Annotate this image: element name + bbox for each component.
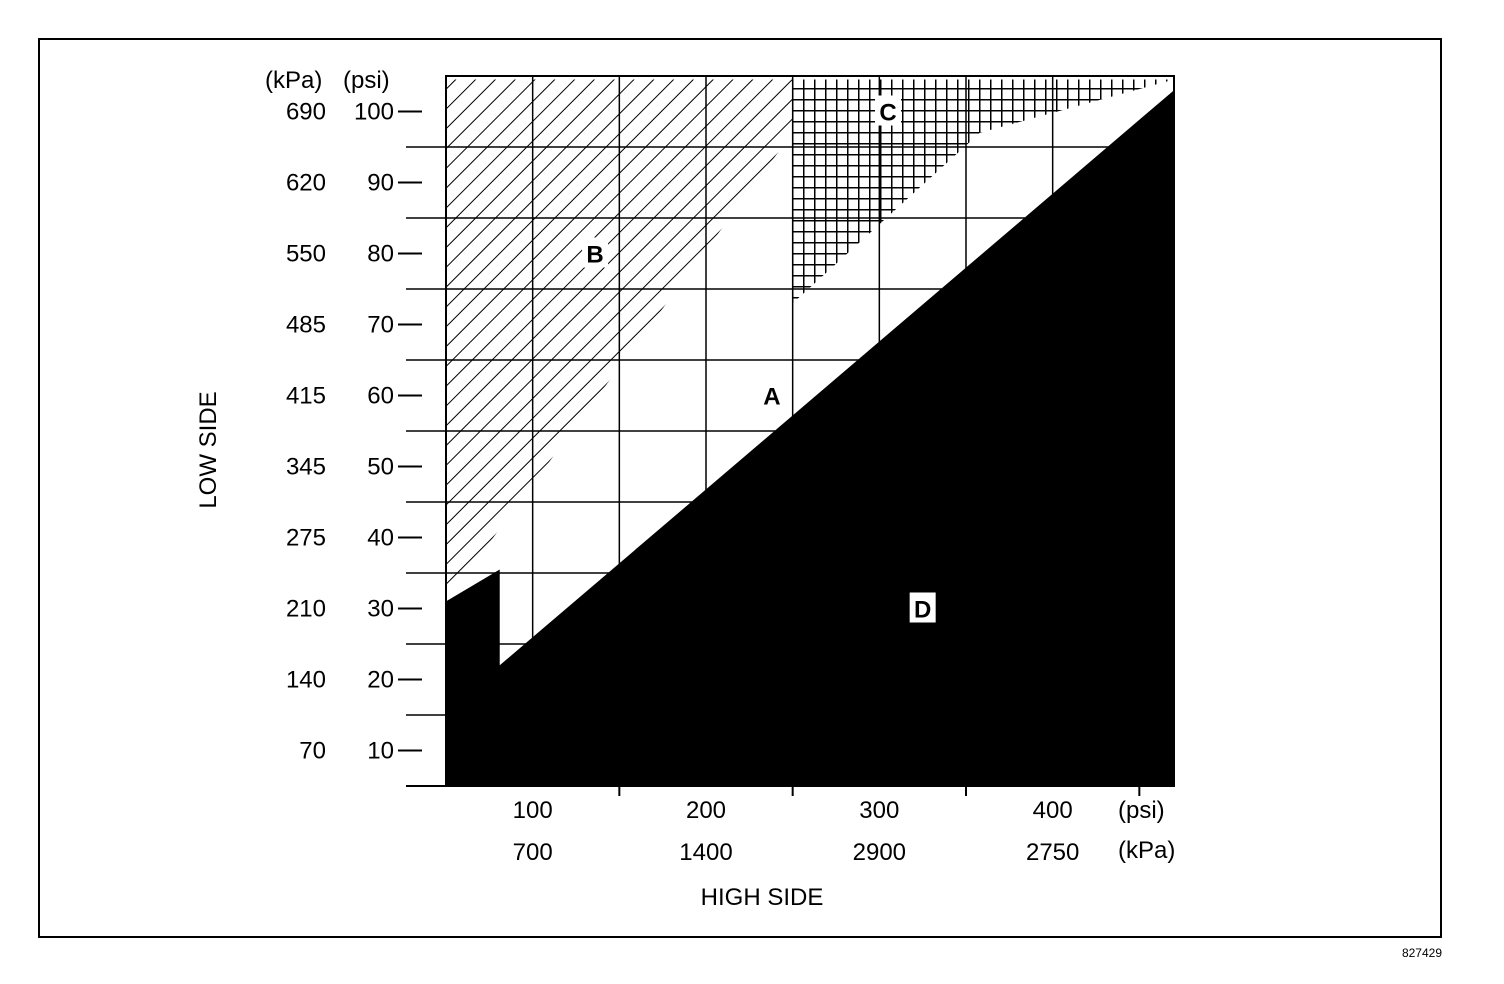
x-tick-label-psi: 100 — [513, 797, 553, 824]
x-tick-label-kpa: 2900 — [853, 839, 906, 866]
y-tick-label-kpa: 415 — [286, 383, 326, 410]
y-tick-label-kpa: 620 — [286, 170, 326, 197]
y-tick-label-psi: 40 — [367, 525, 394, 552]
y-tick-label-kpa: 70 — [299, 738, 326, 765]
region-label-bg — [909, 592, 936, 623]
x-tick-label-kpa: 700 — [513, 839, 553, 866]
y-tick-label-kpa: 275 — [286, 525, 326, 552]
y-tick-label-psi: 70 — [367, 312, 394, 339]
grid-layer — [406, 75, 1175, 787]
figure-id: 827429 — [1401, 946, 1442, 960]
y-unit-psi: (psi) — [343, 67, 390, 94]
x-tick-label-psi: 200 — [686, 797, 726, 824]
y-tick-label-psi: 30 — [367, 596, 394, 623]
y-tick-label-psi: 10 — [367, 738, 394, 765]
x-unit-psi: (psi) — [1118, 797, 1165, 824]
y-tick-label-psi: 100 — [354, 99, 394, 126]
region-label-a: A — [763, 384, 780, 411]
axis-layer: 10 70 20 140 30 210 40 275 50 345 60 415 70 485 80 550 9… — [286, 99, 1174, 866]
y-tick-label-psi: 90 — [367, 170, 394, 197]
region-label-layer: A B C D — [582, 95, 936, 624]
y-tick-label-psi: 20 — [367, 667, 394, 694]
y-tick-label-psi: 50 — [367, 454, 394, 481]
y-tick-label-kpa: 550 — [286, 241, 326, 268]
y-tick-label-psi: 60 — [367, 383, 394, 410]
x-axis-label: HIGH SIDE — [701, 884, 824, 911]
y-tick-label-kpa: 210 — [286, 596, 326, 623]
x-tick-label-psi: 300 — [859, 797, 899, 824]
x-tick-label-kpa: 2750 — [1026, 839, 1079, 866]
x-unit-kpa: (kPa) — [1118, 837, 1175, 864]
region-label-bg — [582, 237, 609, 268]
y-tick-label-kpa: 140 — [286, 667, 326, 694]
figure-frame — [38, 38, 1442, 938]
region-label-bg — [875, 95, 901, 126]
y-tick-label-psi: 80 — [367, 241, 394, 268]
region-c — [792, 79, 1174, 304]
region-label-d: D — [914, 597, 931, 624]
y-axis-label: LOW SIDE — [195, 391, 222, 508]
y-tick-label-kpa: 485 — [286, 312, 326, 339]
y-tick-label-kpa: 690 — [286, 99, 326, 126]
region-d — [446, 90, 1174, 786]
y-tick-label-kpa: 345 — [286, 454, 326, 481]
region-label-c: C — [879, 100, 896, 127]
y-unit-kpa: (kPa) — [265, 67, 322, 94]
region-label-b: B — [586, 242, 603, 269]
x-tick-label-kpa: 1400 — [679, 839, 732, 866]
x-tick-label-psi: 400 — [1033, 797, 1073, 824]
